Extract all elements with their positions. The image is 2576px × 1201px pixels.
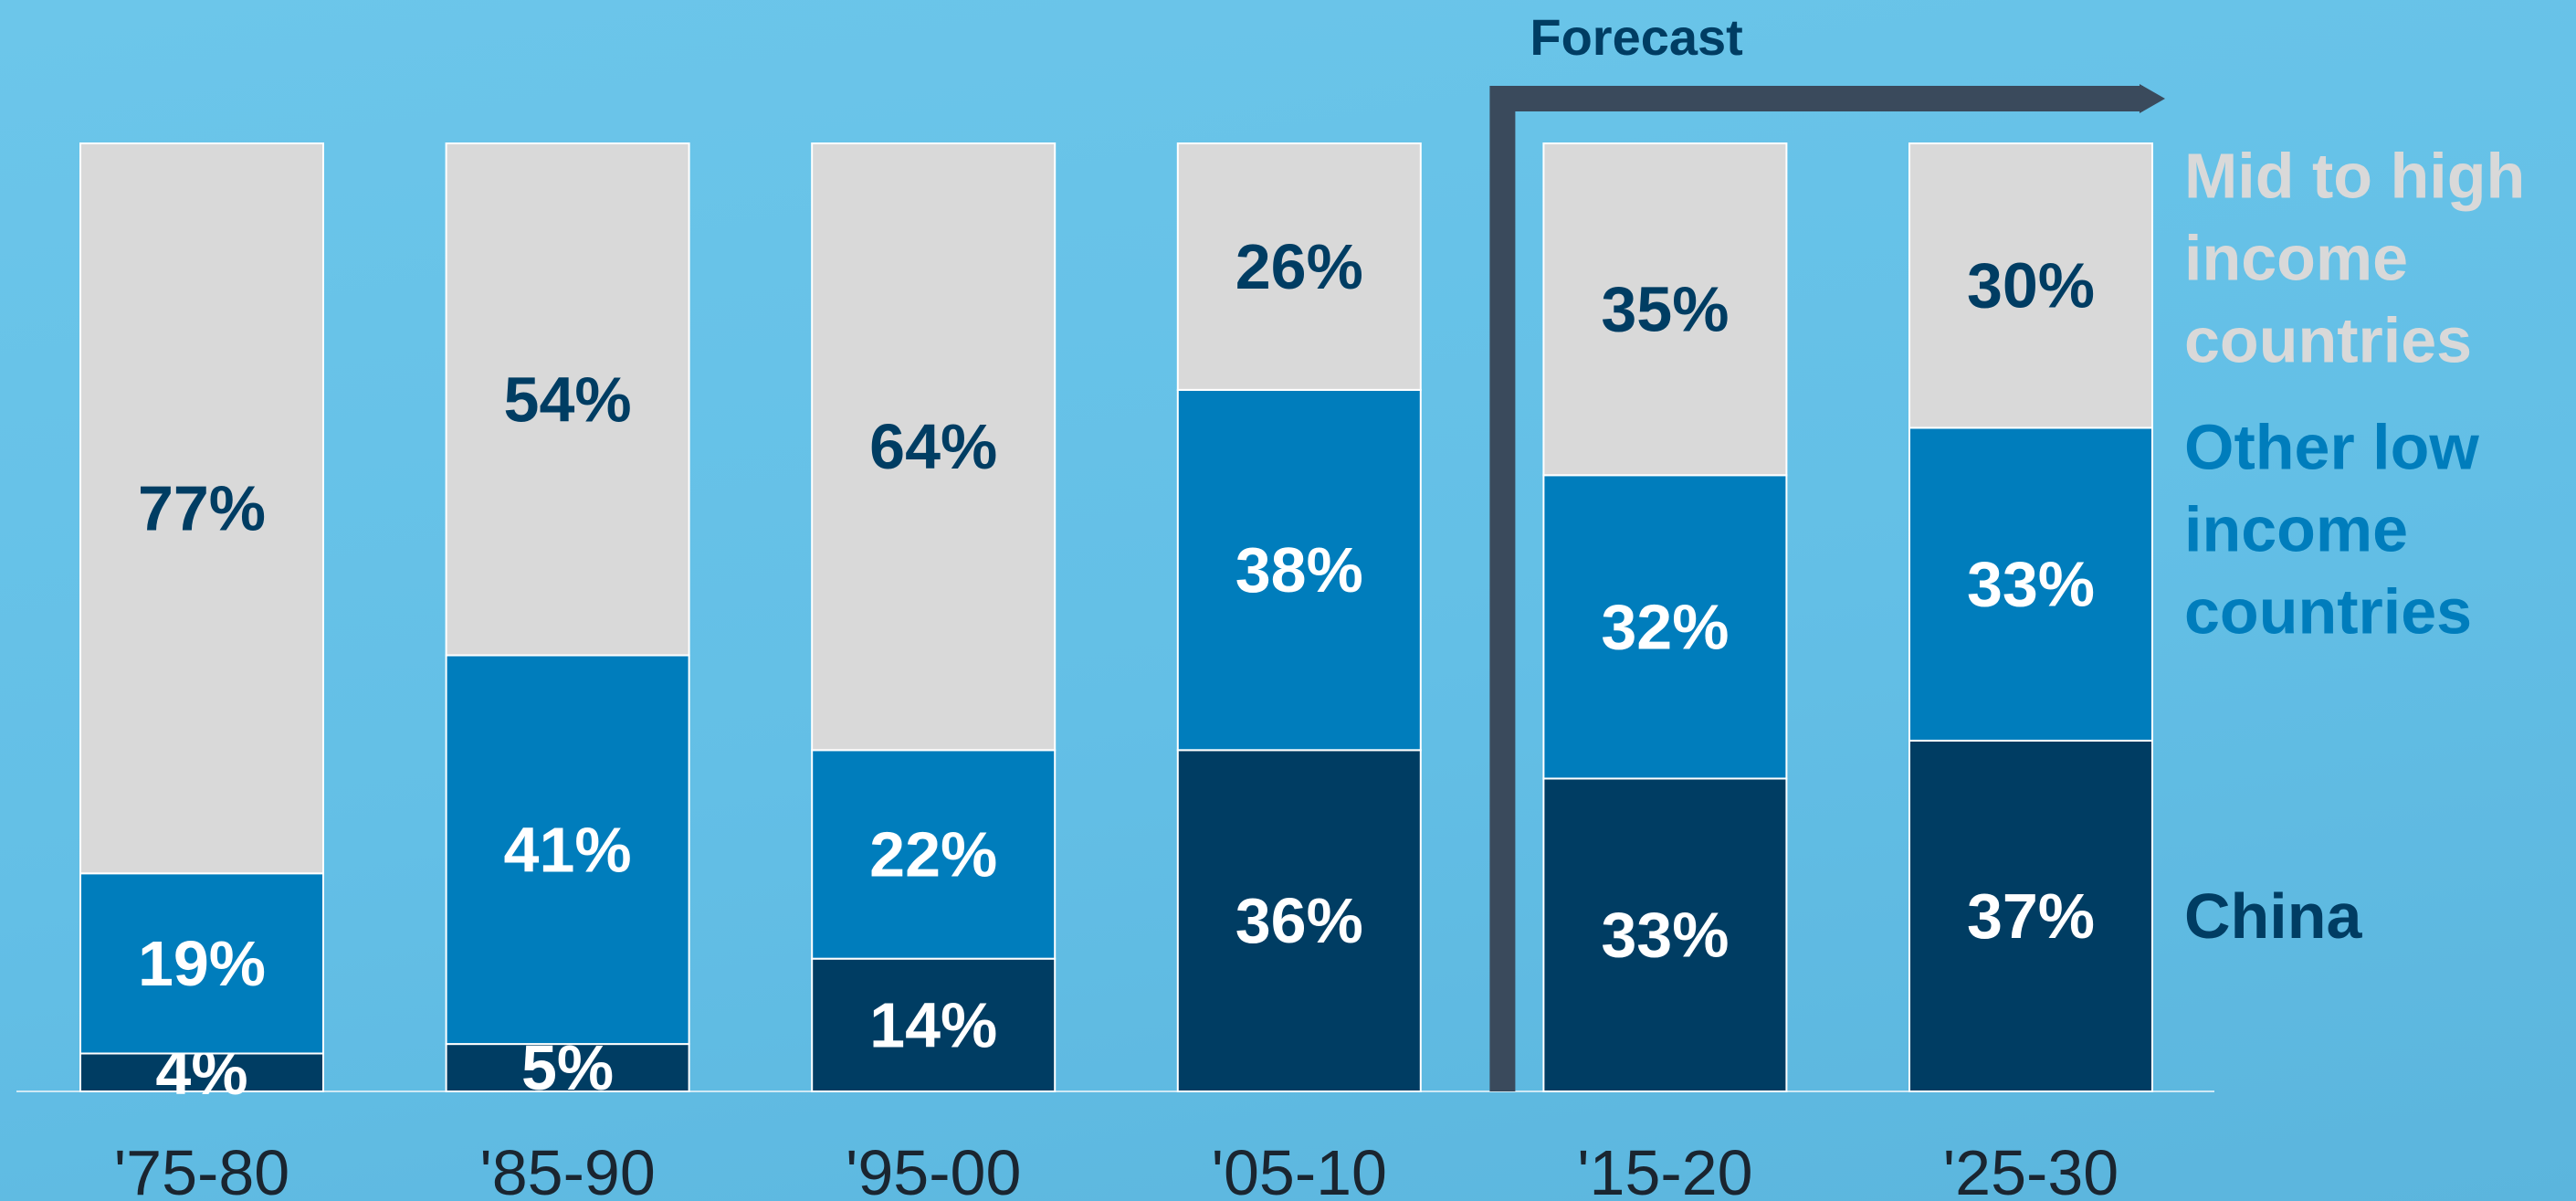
- data-label: 54%: [504, 363, 632, 435]
- data-label: 30%: [1967, 250, 2095, 321]
- x-tick-label: '85-90: [479, 1137, 655, 1201]
- data-label: 77%: [138, 473, 266, 544]
- x-tick-label: '95-00: [846, 1137, 1021, 1201]
- bar-segment: [811, 142, 1057, 752]
- bar-segment: [445, 654, 690, 1046]
- legend-entry-line: income: [2184, 494, 2408, 565]
- legend-entry-line: countries: [2184, 305, 2472, 376]
- data-label: 19%: [138, 928, 266, 999]
- bar-segment: [1908, 427, 2153, 742]
- data-label: 37%: [1967, 880, 2095, 952]
- bar-segment: [1176, 142, 1422, 391]
- forecast-label: Forecast: [1530, 8, 1742, 66]
- data-label: 33%: [1601, 900, 1729, 971]
- x-tick-label: '05-10: [1212, 1137, 1387, 1201]
- x-tick-label: '75-80: [114, 1137, 289, 1201]
- x-tick-label: '25-30: [1943, 1137, 2119, 1201]
- bar-segment: [1176, 388, 1422, 752]
- bar-segment: [445, 142, 690, 657]
- bar-segment: [79, 142, 324, 875]
- bar-segment: [445, 1043, 690, 1092]
- data-label: 22%: [869, 819, 997, 890]
- data-label: 33%: [1967, 549, 2095, 620]
- data-label: 41%: [504, 814, 632, 885]
- x-tick-label: '15-20: [1577, 1137, 1752, 1201]
- forecast-arrowhead: [2140, 84, 2165, 113]
- data-label: 36%: [1235, 885, 1363, 956]
- data-label: 38%: [1235, 534, 1363, 606]
- legend-entry-line: countries: [2184, 576, 2472, 648]
- bar-segment: [79, 1052, 324, 1092]
- bar-segment: [1176, 749, 1422, 1092]
- data-label: 14%: [869, 989, 997, 1060]
- bar-segment: [79, 872, 324, 1055]
- bar-segment: [811, 749, 1057, 960]
- bar-segment: [811, 957, 1057, 1093]
- bar-segment: [1542, 142, 1788, 477]
- bar-segment: [1542, 474, 1788, 780]
- data-label: 64%: [869, 411, 997, 482]
- legend-entry-line: Mid to high: [2184, 141, 2525, 212]
- bar-segment: [1908, 142, 2153, 429]
- data-label: 35%: [1601, 274, 1729, 345]
- bar-segment: [1908, 739, 2153, 1092]
- data-label: 32%: [1601, 591, 1729, 662]
- legend-entry-line: Other low: [2184, 412, 2479, 483]
- bar-segment: [1542, 777, 1788, 1093]
- forecast-bracket: [1489, 86, 2143, 1091]
- data-label: 26%: [1235, 231, 1363, 302]
- legend-entry-line: China: [2184, 880, 2363, 952]
- legend-entry-line: income: [2184, 223, 2408, 294]
